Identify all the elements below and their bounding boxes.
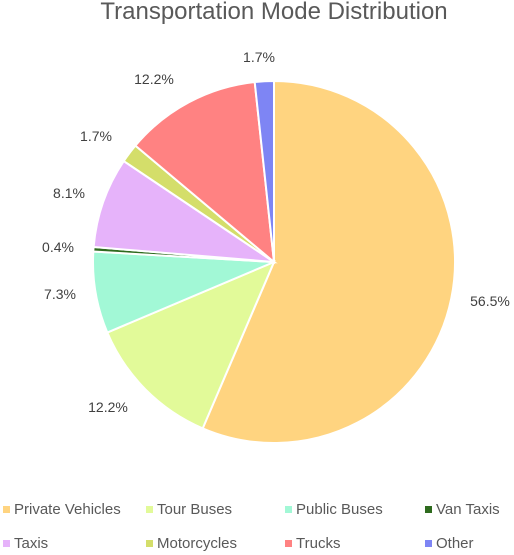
chart-legend: Private Vehicles Tour Buses Public Buses Va…: [3, 501, 500, 552]
legend-swatch: [425, 540, 432, 547]
legend-item-motorcycles: Motorcycles: [146, 535, 237, 552]
data-label-tour-buses: 12.2%: [88, 399, 128, 415]
legend-label: Motorcycles: [157, 535, 237, 552]
legend-label: Taxis: [14, 535, 48, 552]
legend-label: Van Taxis: [436, 501, 500, 518]
pie-data-labels: 56.5% 12.2% 7.3% 0.4% 8.1% 1.7% 12.2% 1.7%: [42, 49, 510, 415]
pie-slice-tour-buses: [105, 260, 276, 430]
legend-label: Tour Buses: [157, 501, 232, 518]
pie-slice-trucks: [133, 80, 276, 265]
legend-swatch: [146, 540, 153, 547]
legend-item-private-vehicles: Private Vehicles: [3, 501, 121, 518]
legend-swatch: [285, 506, 292, 513]
data-label-trucks: 12.2%: [134, 71, 174, 87]
chart-title: Transportation Mode Distribution: [100, 0, 447, 25]
data-label-public-buses: 7.3%: [44, 286, 76, 302]
data-label-van-taxis: 0.4%: [42, 239, 74, 255]
legend-item-trucks: Trucks: [285, 535, 340, 552]
legend-item-taxis: Taxis: [3, 535, 48, 552]
pie-slice-other: [253, 79, 275, 263]
data-label-other: 1.7%: [243, 49, 275, 65]
legend-label: Trucks: [296, 535, 340, 552]
data-label-private-vehicles: 56.5%: [470, 293, 510, 309]
legend-label: Other: [436, 535, 474, 552]
legend-swatch: [3, 540, 10, 547]
legend-swatch: [146, 506, 153, 513]
legend-item-public-buses: Public Buses: [285, 501, 383, 518]
data-label-taxis: 8.1%: [53, 185, 85, 201]
legend-swatch: [285, 540, 292, 547]
pie-slices: [92, 79, 456, 444]
legend-swatch: [425, 506, 432, 513]
legend-item-tour-buses: Tour Buses: [146, 501, 232, 518]
pie-slice-taxis: [92, 159, 278, 264]
legend-item-other: Other: [425, 535, 474, 552]
legend-label: Public Buses: [296, 501, 383, 518]
data-label-motorcycles: 1.7%: [80, 128, 112, 144]
pie-slice-private-vehicles: [201, 79, 456, 444]
legend-label: Private Vehicles: [14, 501, 121, 518]
legend-item-van-taxis: Van Taxis: [425, 501, 500, 518]
legend-swatch: [3, 506, 10, 513]
